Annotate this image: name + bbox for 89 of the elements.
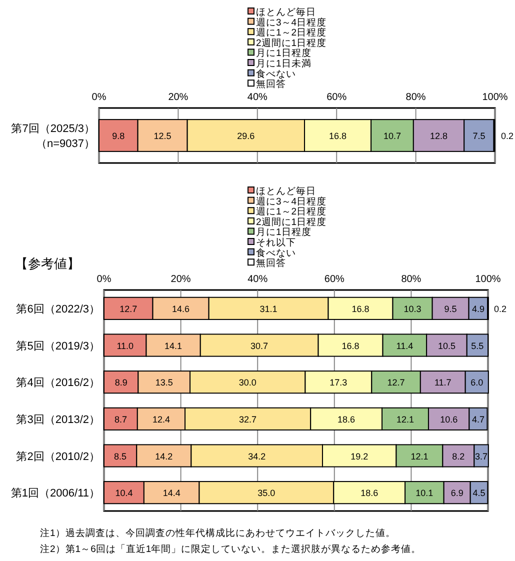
data-label: 17.3 [330, 378, 348, 388]
data-label: 10.1 [416, 488, 434, 498]
data-label: 14.6 [172, 304, 190, 314]
data-label: 31.1 [260, 304, 278, 314]
data-label: 18.6 [360, 488, 378, 498]
data-label: 5.5 [471, 340, 484, 351]
data-label: 16.8 [342, 340, 360, 351]
data-label: 32.7 [239, 414, 257, 424]
legend-label: それ以下 [256, 236, 296, 248]
data-label: 8.9 [114, 378, 128, 388]
x-tick-label: 0% [92, 92, 106, 103]
legend-label: 週に3～4日程度 [256, 16, 327, 28]
data-label: 8.2 [452, 451, 465, 462]
legend-label: 週に1～2日程度 [256, 26, 327, 39]
data-label: 7.5 [472, 131, 486, 141]
data-label: 14.2 [155, 451, 173, 462]
text: 注2）第1～6回は「直近1年間」に限定していない。また選択肢が異なるため参考値。 [40, 543, 422, 555]
data-label: 12.1 [396, 414, 414, 424]
legend-label: ほとんど毎日 [256, 185, 316, 197]
legend-label: 無回答 [256, 78, 286, 90]
data-label: 6.9 [450, 488, 464, 498]
legend-label: 週に1～2日程度 [256, 206, 327, 218]
data-label: 16.8 [352, 304, 370, 314]
x-tick-label: 40% [248, 274, 268, 285]
data-label: 4.9 [472, 304, 484, 314]
y-tick-label: 第7回（2025/3）（n=9037） [11, 123, 95, 150]
legend-label: 月に1日程度 [256, 226, 312, 238]
x-tick-label: 100% [482, 92, 508, 103]
x-tick-label: 80% [406, 92, 426, 103]
data-label: 30.7 [250, 340, 268, 351]
text: 注1）過去調査は、今回調査の性年代構成比にあわせてウエイトバックした値。 [40, 527, 396, 539]
data-label: 30.0 [238, 378, 256, 388]
data-label: 12.7 [120, 304, 138, 314]
data-label: 12.5 [154, 131, 172, 141]
x-tick-label: 100% [475, 274, 501, 285]
x-tick-label: 60% [326, 92, 347, 103]
y-tick-label: 第4回（2016/2） [16, 377, 100, 390]
legend-label: 食べない [256, 246, 296, 259]
legend-label: ほとんど毎日 [256, 6, 316, 18]
data-label: 12.8 [430, 131, 448, 141]
data-label: 3.7 [475, 451, 488, 462]
x-tick-label: 20% [168, 92, 188, 103]
data-label: 12.1 [410, 451, 428, 462]
legend-label: 月に1日程度 [256, 47, 312, 60]
data-label: 12.7 [387, 378, 405, 388]
data-label: 11.7 [434, 378, 452, 388]
y-tick-label: 第2回（2010/2） [16, 450, 100, 463]
data-label: 12.4 [152, 414, 170, 424]
data-label: 8.7 [114, 414, 127, 424]
data-label: 10.6 [440, 414, 458, 424]
legend-label: 週に3～4日程度 [256, 195, 327, 208]
legend-label: 2週間に1日程度 [256, 36, 327, 49]
data-label: 9.5 [444, 304, 457, 314]
data-label: 35.0 [258, 488, 276, 498]
x-tick-label: 80% [401, 274, 422, 285]
data-label: 19.2 [350, 451, 368, 462]
x-tick-label: 60% [324, 274, 345, 285]
data-label: 8.5 [114, 451, 127, 462]
chart-title: 【参考値】 [15, 256, 80, 271]
data-label: 4.7 [472, 414, 484, 424]
x-tick-label: 0% [96, 274, 112, 285]
data-label: 0.2 [494, 304, 507, 314]
y-tick-label: 第6回（2022/3） [16, 303, 100, 316]
x-tick-label: 40% [247, 92, 268, 103]
legend-label: 2週間に1日程度 [256, 216, 327, 228]
data-label: 14.1 [164, 340, 182, 351]
data-label: 6.0 [470, 378, 484, 388]
data-label: 10.7 [383, 131, 402, 141]
data-label: 9.8 [112, 131, 125, 141]
legend-label: 無回答 [256, 257, 286, 270]
y-tick-label: 第3回（2013/2） [16, 414, 100, 426]
y-tick-label: 第5回（2019/3） [16, 340, 100, 352]
data-label: 29.6 [237, 131, 255, 141]
data-label: 11.0 [116, 340, 134, 351]
data-label: 10.3 [404, 304, 422, 314]
data-label: 14.4 [162, 488, 180, 498]
legend-label: 月に1日未満 [256, 58, 312, 70]
data-label: 34.2 [248, 451, 266, 462]
x-tick-label: 20% [170, 274, 191, 285]
data-label: 10.5 [438, 340, 456, 351]
data-label: 4.5 [472, 488, 486, 498]
data-label: 0.2 [501, 131, 514, 141]
data-label: 10.4 [115, 488, 133, 498]
legend-label: 食べない [256, 68, 296, 80]
data-label: 11.4 [396, 340, 414, 351]
data-label: 16.8 [329, 131, 347, 141]
y-tick-label: 第1回（2006/11） [10, 488, 100, 500]
data-label: 18.6 [338, 414, 356, 424]
data-label: 13.5 [155, 378, 173, 388]
